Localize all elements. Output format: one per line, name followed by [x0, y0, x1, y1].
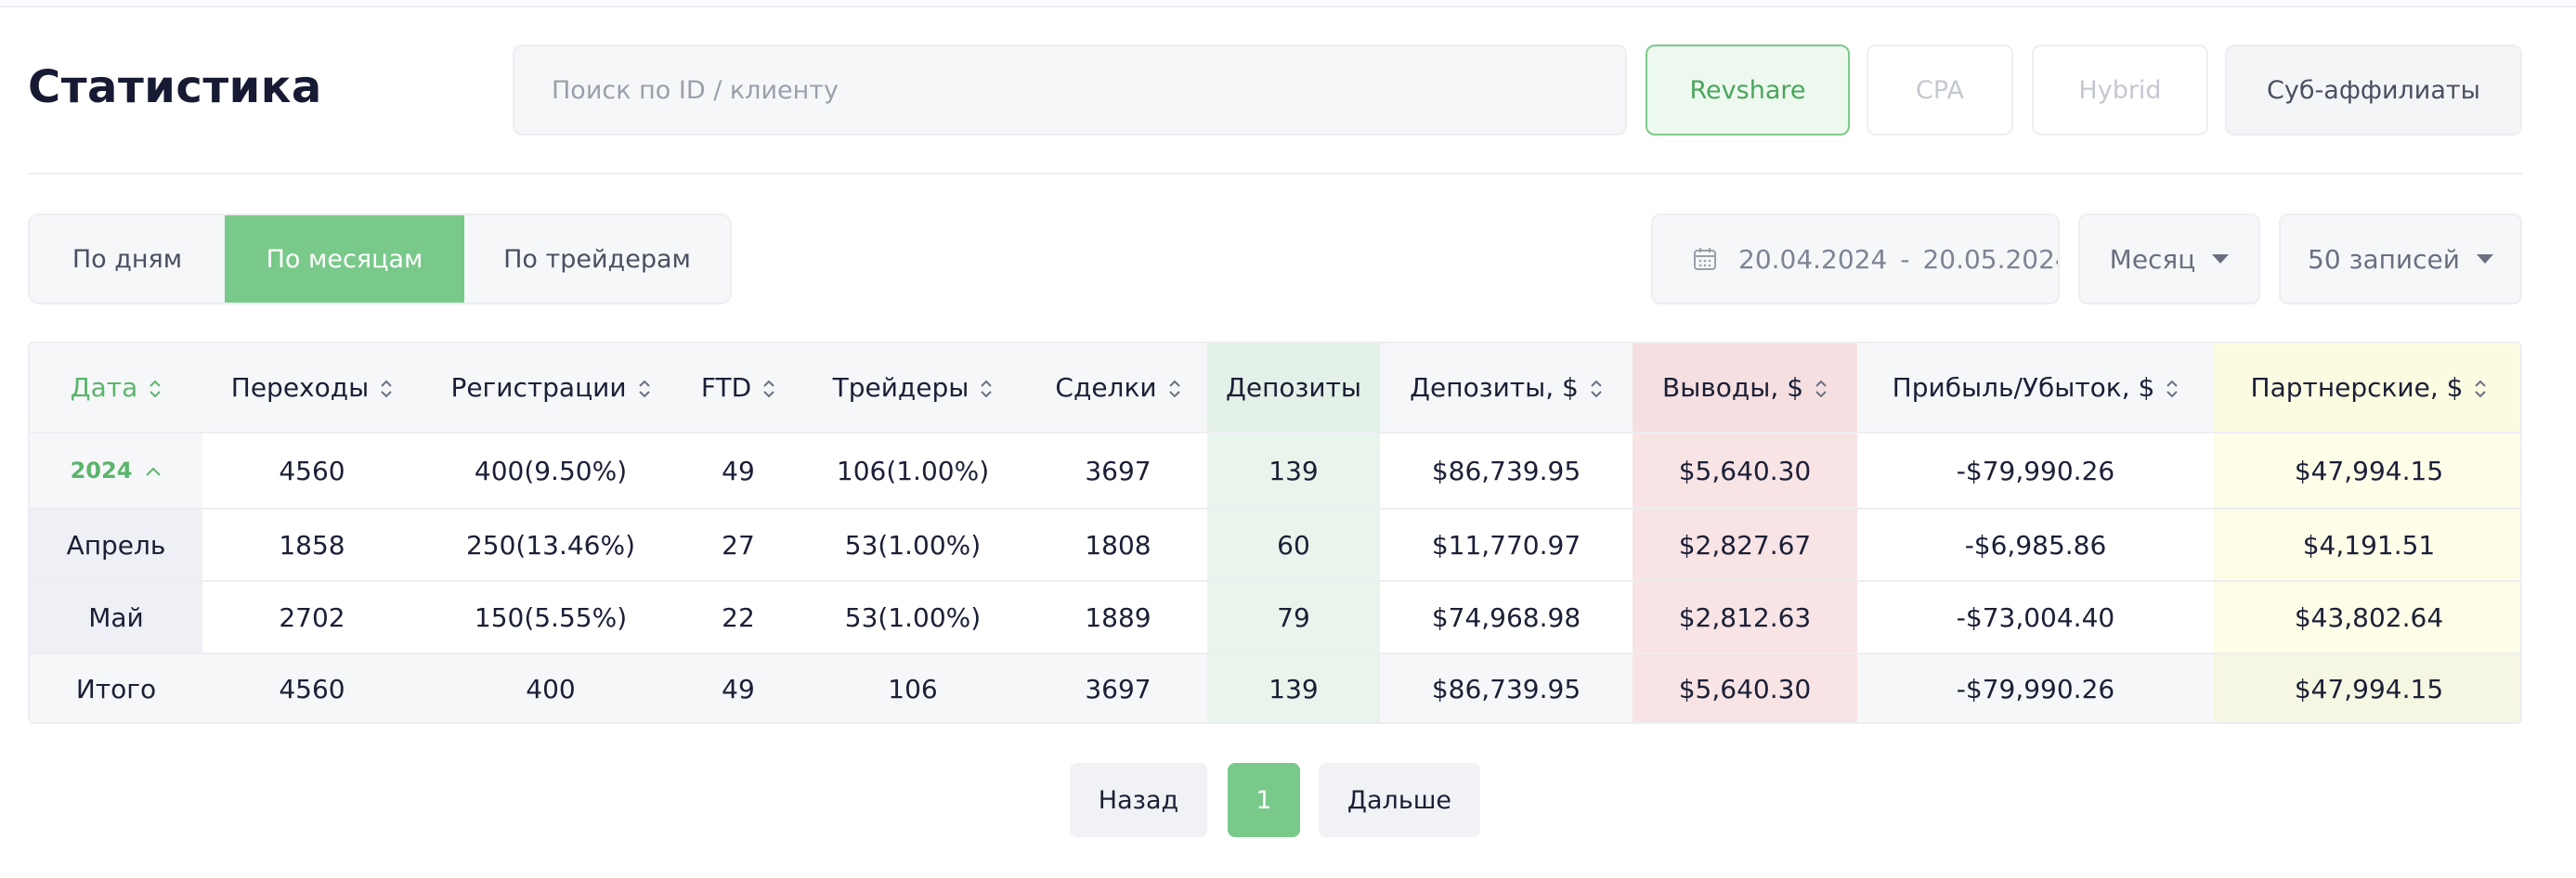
tab-by-days[interactable]: По дням [72, 244, 183, 274]
search-input[interactable] [514, 46, 1625, 134]
filter-sub-affiliates-button[interactable]: Суб-аффилиаты [2225, 45, 2522, 136]
table-cell: 4560 [202, 433, 422, 510]
prev-page-button[interactable]: Назад [1070, 763, 1207, 837]
page-title: Статистика [28, 61, 322, 113]
table-cell: 1858 [202, 509, 422, 582]
table-cell: 22 [680, 581, 797, 654]
sort-icon [763, 380, 774, 398]
table-cell: 60 [1207, 509, 1380, 582]
column-header-withdrawals-usd[interactable]: Выводы, $ [1633, 343, 1857, 433]
column-header-deposits-count: Депозиты [1207, 343, 1380, 433]
top-border [0, 0, 2576, 7]
period-select[interactable]: Месяц [2078, 213, 2260, 304]
sort-icon [150, 380, 161, 398]
table-cell: 49 [680, 653, 797, 722]
table-cell: 139 [1207, 653, 1380, 722]
column-header-date[interactable]: Дата [30, 343, 202, 433]
chevron-up-icon [146, 467, 162, 476]
table-header-row: Дата Переходы Регистрации FTD Трейдеры С… [30, 343, 2520, 433]
table-cell: 139 [1207, 433, 1380, 510]
table-row: Апрель 1858 250(13.46%) 27 53(1.00%) 180… [30, 509, 2520, 582]
column-header-trades[interactable]: Сделки [1029, 343, 1207, 433]
table-cell: $5,640.30 [1633, 653, 1857, 722]
column-header-clicks[interactable]: Переходы [202, 343, 422, 433]
table-cell: 2702 [202, 581, 422, 654]
table-cell: $86,739.95 [1380, 433, 1633, 510]
table-row: Май 2702 150(5.55%) 22 53(1.00%) 1889 79… [30, 581, 2520, 654]
header-divider [28, 173, 2522, 174]
statistics-table: Дата Переходы Регистрации FTD Трейдеры С… [28, 342, 2522, 724]
table-cell: $2,812.63 [1633, 581, 1857, 654]
sort-icon [381, 380, 392, 398]
table-cell: 53(1.00%) [797, 509, 1029, 582]
table-cell: 49 [680, 433, 797, 510]
rows-per-page-select[interactable]: 50 записей [2279, 213, 2522, 304]
date-to: 20.05.2024 [1922, 243, 2060, 275]
column-header-traders[interactable]: Трейдеры [797, 343, 1029, 433]
table-cell: 4560 [202, 653, 422, 722]
column-header-ftd[interactable]: FTD [680, 343, 797, 433]
sort-icon [1168, 380, 1180, 398]
table-cell: $47,994.15 [2214, 433, 2520, 510]
sort-icon [2166, 380, 2179, 398]
table-cell: 106(1.00%) [797, 433, 1029, 510]
table-cell: 250(13.46%) [422, 509, 680, 582]
sort-icon [981, 380, 993, 398]
column-header-deposits-usd[interactable]: Депозиты, $ [1380, 343, 1633, 433]
table-cell: $5,640.30 [1633, 433, 1857, 510]
table-row-total: Итого 4560 400 49 106 3697 139 $86,739.9… [30, 653, 2520, 722]
rows-select-value: 50 записей [2308, 243, 2460, 275]
table-row-year[interactable]: 2024 4560 400(9.50%) 49 106(1.00%) 3697 … [30, 433, 2520, 510]
table-cell: 106 [797, 653, 1029, 722]
column-header-partner-earnings[interactable]: Партнерские, $ [2214, 343, 2520, 433]
row-label: Апрель [30, 509, 202, 582]
table-cell: 400 [422, 653, 680, 722]
sort-icon [1591, 380, 1602, 398]
table-cell: -$6,985.86 [1857, 509, 2214, 582]
table-cell: 3697 [1029, 653, 1207, 722]
caret-down-icon [2212, 254, 2230, 264]
table-cell: 79 [1207, 581, 1380, 654]
year-toggle[interactable]: 2024 [30, 433, 202, 510]
filter-revshare-button[interactable]: Revshare [1646, 45, 1850, 136]
calendar-icon [1694, 248, 1716, 270]
table-cell: 1808 [1029, 509, 1207, 582]
table-cell: $74,968.98 [1380, 581, 1633, 654]
date-separator: - [1900, 243, 1910, 275]
page-1-button[interactable]: 1 [1228, 763, 1300, 837]
row-label: Май [30, 581, 202, 654]
column-header-profit-loss[interactable]: Прибыль/Убыток, $ [1857, 343, 2214, 433]
table-cell: 1889 [1029, 581, 1207, 654]
tab-by-months[interactable]: По месяцам [225, 215, 464, 303]
table-cell: $4,191.51 [2214, 509, 2520, 582]
next-page-button[interactable]: Дальше [1319, 763, 1480, 837]
table-cell: 150(5.55%) [422, 581, 680, 654]
sort-icon [638, 380, 650, 398]
period-select-value: Месяц [2109, 243, 2196, 275]
table-cell: -$79,990.26 [1857, 433, 2214, 510]
table-cell: 27 [680, 509, 797, 582]
table-cell: 400(9.50%) [422, 433, 680, 510]
tab-by-traders[interactable]: По трейдерам [503, 244, 691, 274]
table-cell: 53(1.00%) [797, 581, 1029, 654]
sort-icon [1815, 380, 1827, 398]
sort-icon [2475, 380, 2487, 398]
table-cell: 3697 [1029, 433, 1207, 510]
filter-cpa-button[interactable]: CPA [1867, 45, 2013, 136]
view-tabs: По дням По месяцам По трейдерам [28, 213, 732, 304]
table-cell: $47,994.15 [2214, 653, 2520, 722]
table-cell: -$79,990.26 [1857, 653, 2214, 722]
filter-hybrid-button[interactable]: Hybrid [2032, 45, 2208, 136]
table-cell: $43,802.64 [2214, 581, 2520, 654]
column-header-registrations[interactable]: Регистрации [422, 343, 680, 433]
caret-down-icon [2476, 254, 2493, 264]
table-cell: $2,827.67 [1633, 509, 1857, 582]
table-cell: $11,770.97 [1380, 509, 1633, 582]
date-from: 20.04.2024 [1738, 243, 1888, 275]
table-cell: -$73,004.40 [1857, 581, 2214, 654]
table-cell: $86,739.95 [1380, 653, 1633, 722]
row-label: Итого [30, 653, 202, 722]
date-range-picker[interactable]: 20.04.2024 - 20.05.2024 [1651, 213, 2060, 304]
search-field[interactable] [513, 45, 1627, 136]
